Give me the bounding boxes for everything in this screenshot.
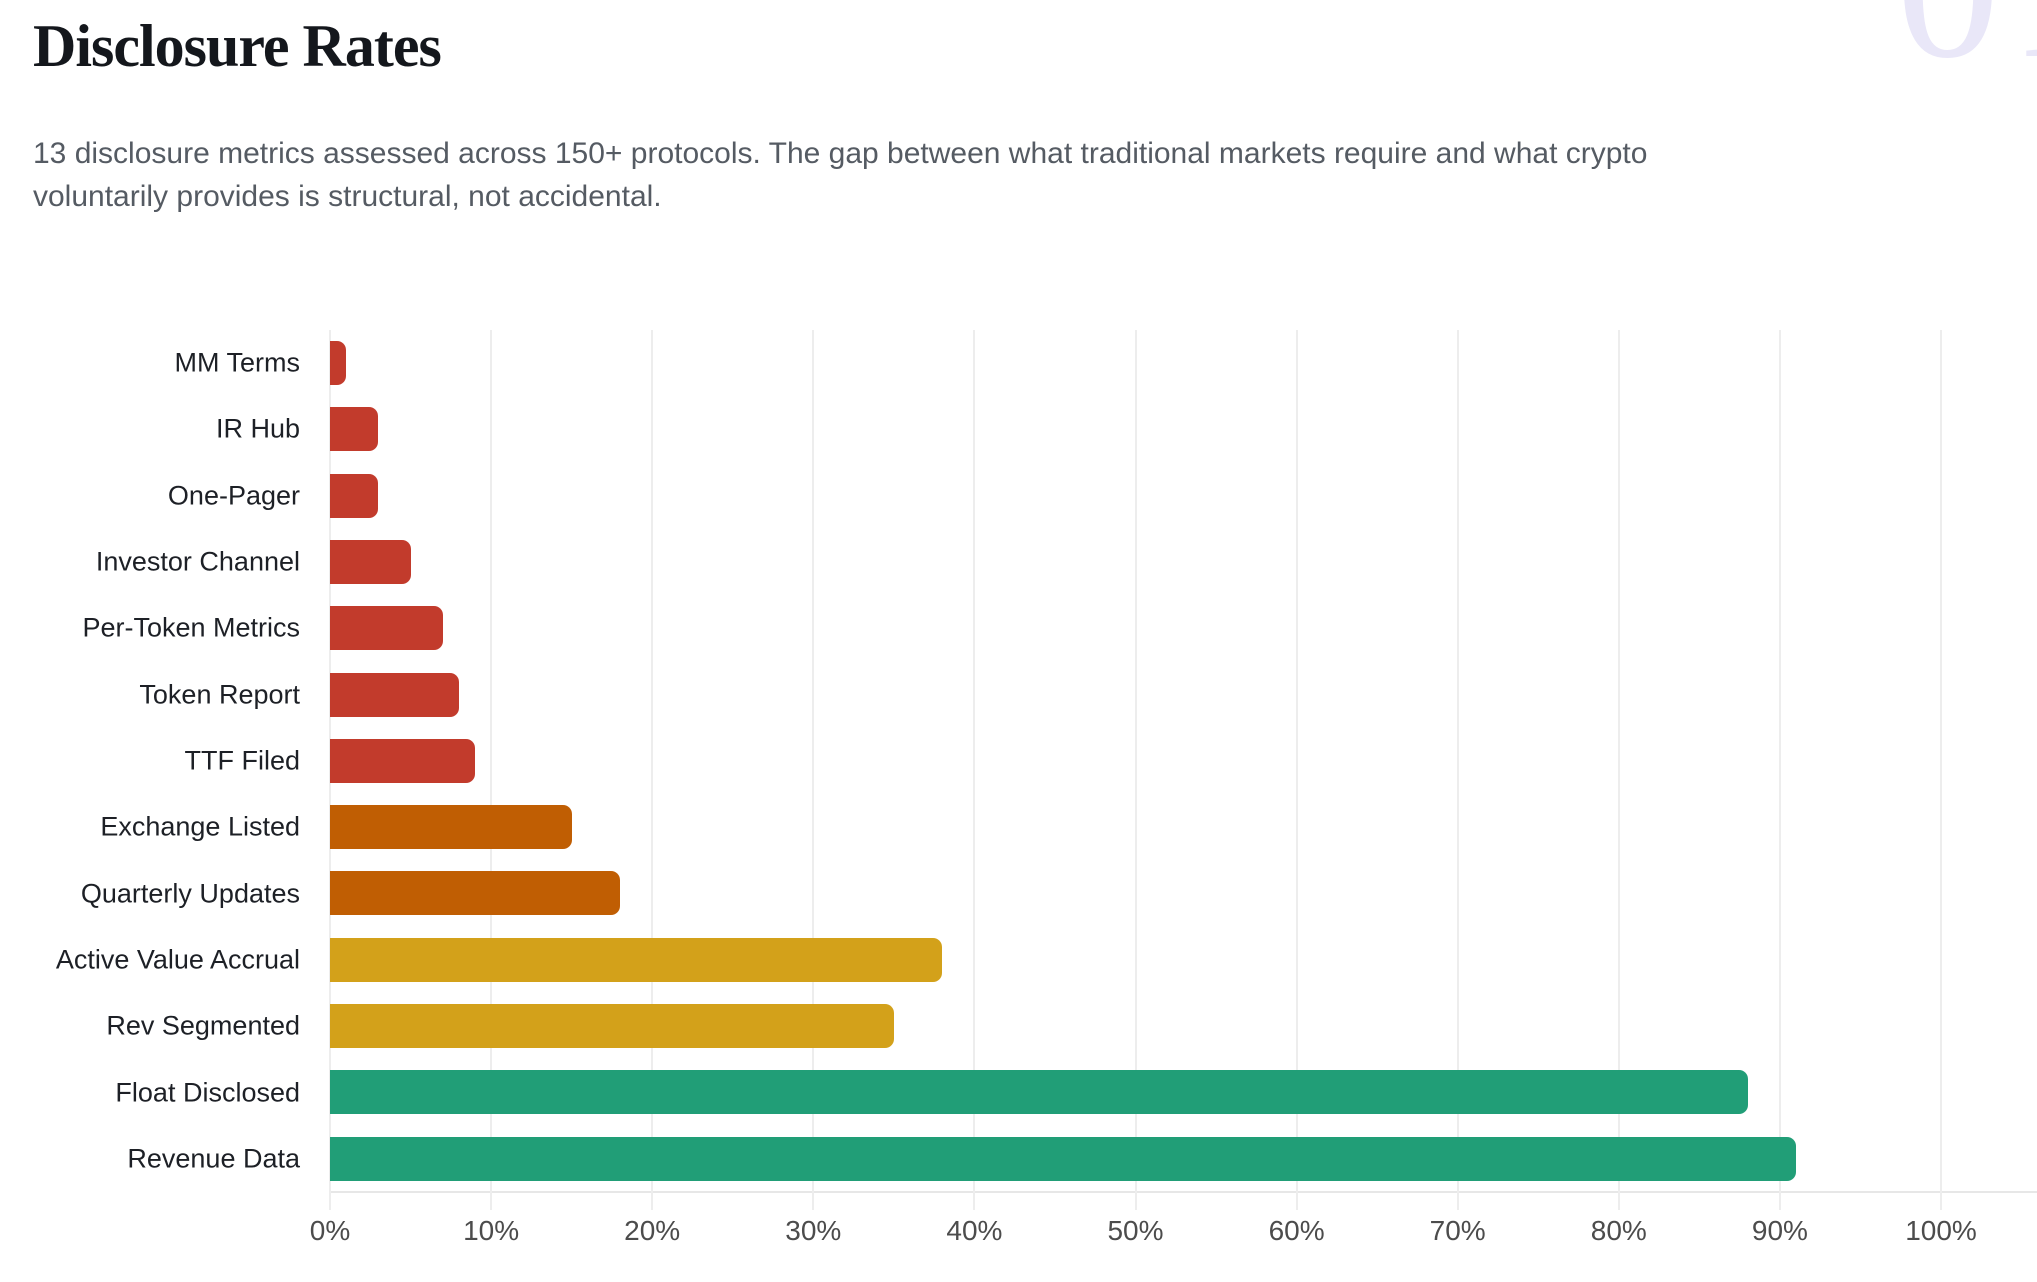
bar: [330, 805, 572, 850]
grid-line: [812, 330, 815, 1210]
page-title: Disclosure Rates: [33, 13, 442, 79]
bar-row: Revenue Data: [0, 1126, 2037, 1192]
page-subtitle: 13 disclosure metrics assessed across 15…: [33, 132, 1647, 218]
category-label-cell: Active Value Accrual: [44, 927, 330, 993]
bar-row: Float Disclosed: [0, 1059, 2037, 1125]
bar: [330, 1070, 1748, 1115]
bar-row: Quarterly Updates: [0, 860, 2037, 926]
bar: [330, 871, 620, 916]
category-label-cell: TTF Filed: [44, 728, 330, 794]
bar: [330, 738, 475, 783]
bar: [330, 937, 943, 982]
category-label: Investor Channel: [95, 546, 300, 577]
x-axis-line: [330, 1191, 2037, 1193]
x-axis-tick-label: 100%: [1905, 1215, 1977, 1246]
category-label-cell: Investor Channel: [44, 529, 330, 595]
x-axis-tick-label: 70%: [1429, 1215, 1486, 1246]
grid-line: [1940, 330, 1942, 1210]
bar: [330, 539, 411, 584]
grid-line: [1617, 330, 1620, 1210]
category-label: Float Disclosed: [115, 1077, 300, 1108]
bar: [330, 672, 459, 717]
grid-line: [1456, 330, 1459, 1210]
bar-row: IR Hub: [0, 396, 2037, 462]
bar: [330, 407, 379, 452]
category-label-cell: Per-Token Metrics: [44, 595, 330, 661]
bar-row: Active Value Accrual: [0, 927, 2037, 993]
grid-line: [651, 330, 654, 1210]
bar-row: Rev Segmented: [0, 993, 2037, 1059]
x-axis-tick-label: 0%: [309, 1215, 351, 1246]
category-label: TTF Filed: [184, 745, 300, 776]
grid-line: [490, 330, 493, 1210]
category-label-cell: Revenue Data: [44, 1126, 330, 1192]
category-label: MM Terms: [174, 347, 301, 378]
category-label-cell: Token Report: [44, 662, 330, 728]
x-axis-tick-label: 10%: [463, 1215, 520, 1246]
subtitle-line-1: 13 disclosure metrics assessed across 15…: [33, 137, 1648, 170]
category-label: Exchange Listed: [100, 811, 300, 842]
bar: [330, 473, 379, 518]
bar: [330, 606, 443, 651]
category-label-cell: Rev Segmented: [44, 993, 330, 1059]
bar: [330, 341, 347, 385]
x-axis-tick-label: 60%: [1268, 1215, 1325, 1246]
x-axis-tick-label: 90%: [1751, 1215, 1808, 1246]
category-label: IR Hub: [215, 413, 300, 444]
bar: [330, 1136, 1796, 1181]
bar-row: One-Pager: [0, 463, 2037, 529]
section-number-watermark: 01: [1896, 0, 2037, 90]
category-label-cell: Exchange Listed: [44, 794, 330, 860]
category-label-cell: Float Disclosed: [44, 1059, 330, 1125]
x-axis-tick-label: 20%: [624, 1215, 681, 1246]
category-label: Active Value Accrual: [55, 944, 300, 975]
bar-row: Per-Token Metrics: [0, 595, 2037, 661]
category-label-cell: IR Hub: [44, 396, 330, 462]
grid-line: [1134, 330, 1137, 1210]
bar-row: Investor Channel: [0, 529, 2037, 595]
grid-line: [1295, 330, 1298, 1210]
grid-line: [973, 330, 976, 1210]
category-label: Quarterly Updates: [80, 878, 300, 909]
x-axis-tick-label: 30%: [785, 1215, 842, 1246]
category-label: One-Pager: [167, 480, 300, 511]
category-label: Revenue Data: [127, 1143, 300, 1174]
bar: [330, 1004, 894, 1049]
subtitle-line-2: voluntarily provides is structural, not …: [33, 180, 662, 213]
bar-row: MM Terms: [0, 330, 2037, 396]
category-label-cell: Quarterly Updates: [44, 860, 330, 926]
category-label-cell: MM Terms: [44, 330, 330, 396]
bar-row: Exchange Listed: [0, 794, 2037, 860]
x-axis-tick-label: 80%: [1590, 1215, 1647, 1246]
category-label: Rev Segmented: [106, 1010, 300, 1041]
grid-line: [1778, 330, 1781, 1210]
bar-row: Token Report: [0, 662, 2037, 728]
x-axis-tick-label: 50%: [1107, 1215, 1164, 1246]
category-label: Token Report: [139, 679, 300, 710]
category-label: Per-Token Metrics: [82, 612, 300, 643]
bar-row: TTF Filed: [0, 728, 2037, 794]
category-label-cell: One-Pager: [44, 463, 330, 529]
x-axis-tick-label: 40%: [946, 1215, 1003, 1246]
